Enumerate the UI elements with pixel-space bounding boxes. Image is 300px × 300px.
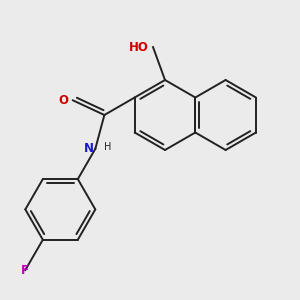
Text: F: F (21, 264, 29, 277)
Text: HO: HO (129, 40, 149, 54)
Text: N: N (84, 142, 94, 155)
Text: O: O (58, 94, 68, 107)
Text: H: H (104, 142, 111, 152)
